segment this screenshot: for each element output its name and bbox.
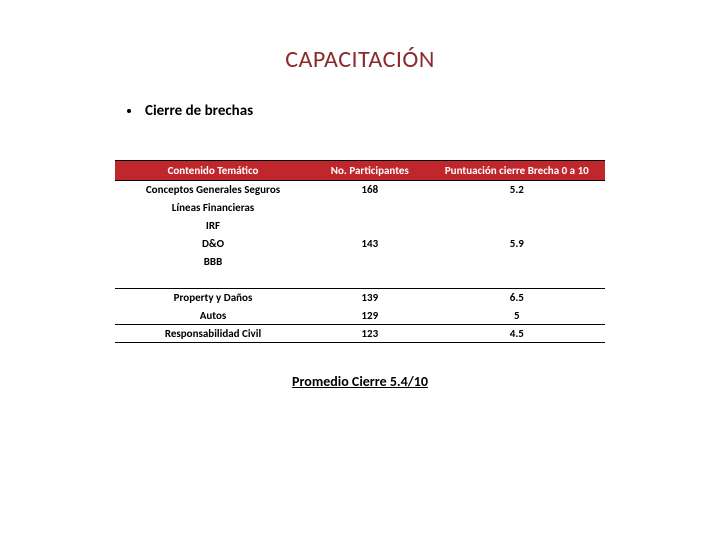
table-row: BBB (115, 253, 605, 271)
col-header-participants: No. Participantes (311, 161, 429, 181)
cell-topic: IRF (115, 217, 311, 235)
cell-score: 5 (429, 307, 605, 325)
table-row: Líneas Financieras (115, 199, 605, 217)
cell-score (429, 199, 605, 217)
table-header-row: Contenido Temático No. Participantes Pun… (115, 161, 605, 181)
slide: CAPACITACIÓN Cierre de brechas Contenido… (0, 0, 720, 540)
cell-spacer (429, 271, 605, 289)
cell-participants (311, 217, 429, 235)
col-header-score: Puntuación cierre Brecha 0 a 10 (429, 161, 605, 181)
cell-spacer (311, 271, 429, 289)
cell-topic: BBB (115, 253, 311, 271)
page-title: CAPACITACIÓN (115, 45, 605, 74)
table-row: Conceptos Generales Seguros 168 5.2 (115, 181, 605, 199)
table-row: D&O 143 5.9 (115, 235, 605, 253)
cell-participants: 143 (311, 235, 429, 253)
average-line: Promedio Cierre 5.4/10 (115, 373, 605, 390)
table-row: Autos 129 5 (115, 307, 605, 325)
table-row: Responsabilidad Civil 123 4.5 (115, 325, 605, 343)
bullet-row: Cierre de brechas (115, 102, 605, 120)
brechas-table: Contenido Temático No. Participantes Pun… (115, 160, 605, 343)
cell-topic: Responsabilidad Civil (115, 325, 311, 343)
cell-score (429, 253, 605, 271)
bullet-icon (127, 109, 131, 113)
cell-participants: 123 (311, 325, 429, 343)
cell-topic: Líneas Financieras (115, 199, 311, 217)
cell-topic: Conceptos Generales Seguros (115, 181, 311, 199)
bullet-text: Cierre de brechas (145, 102, 253, 120)
cell-topic: Property y Daños (115, 289, 311, 307)
cell-participants (311, 199, 429, 217)
cell-participants (311, 253, 429, 271)
cell-score: 5.2 (429, 181, 605, 199)
cell-score (429, 217, 605, 235)
cell-score: 6.5 (429, 289, 605, 307)
table-row: Property y Daños 139 6.5 (115, 289, 605, 307)
col-header-topic: Contenido Temático (115, 161, 311, 181)
cell-score: 4.5 (429, 325, 605, 343)
cell-spacer (115, 271, 311, 289)
cell-score: 5.9 (429, 235, 605, 253)
cell-participants: 139 (311, 289, 429, 307)
cell-participants: 129 (311, 307, 429, 325)
cell-participants: 168 (311, 181, 429, 199)
table-row (115, 271, 605, 289)
table-row: IRF (115, 217, 605, 235)
cell-topic: D&O (115, 235, 311, 253)
cell-topic: Autos (115, 307, 311, 325)
